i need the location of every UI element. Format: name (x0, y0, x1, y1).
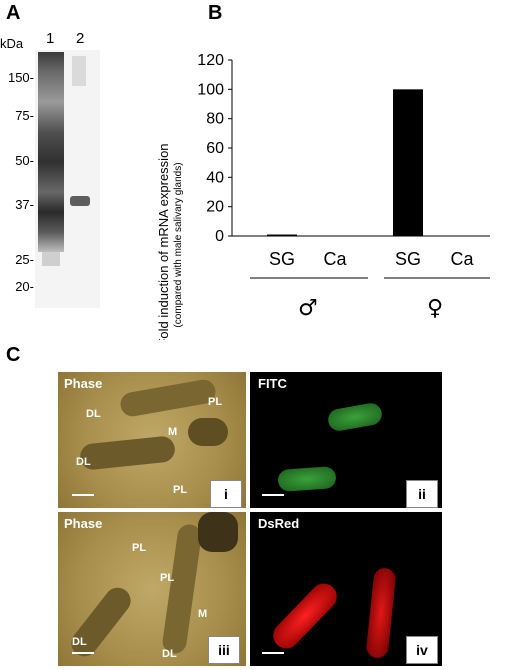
tag-dl: DL (86, 408, 101, 420)
dsred-image-iv: DsRed iv (250, 512, 442, 666)
fitc-image-ii: FITC ii (250, 372, 442, 508)
tag-pl: PL (160, 572, 175, 584)
fluorescent-gland (267, 578, 343, 654)
gland-shape (118, 377, 218, 419)
bar-chart: Fold induction of mRNA expression (compa… (156, 52, 490, 340)
image-index: ii (406, 480, 438, 508)
marker-50: 50- (15, 153, 34, 168)
y-axis-sublabel: (compared with male salivary glands) (173, 162, 184, 327)
tag-dl: DL (72, 636, 87, 648)
image-label: DsRed (258, 516, 300, 531)
marker-150: 150- (7, 70, 34, 85)
gland-shape (78, 435, 177, 471)
gel-lane-1-tail (42, 252, 60, 266)
bar (267, 234, 297, 236)
marker-25: 25- (15, 252, 34, 267)
image-index: iii (208, 636, 240, 664)
tag-pl: PL (132, 542, 147, 554)
tag-m: M (168, 426, 178, 438)
scale-bar (262, 494, 284, 496)
phase-image-i: Phase DL PL M DL PL i (58, 372, 246, 508)
tag-dl: DL (162, 648, 177, 660)
gland-shape (161, 522, 203, 656)
tag-pl: PL (173, 484, 188, 496)
scale-bar (72, 652, 94, 654)
category-label: SG (395, 249, 421, 269)
image-index: i (210, 480, 242, 508)
y-tick-label: 0 (215, 228, 224, 245)
group-label-male: ♂ (298, 296, 318, 321)
fluorescent-gland (365, 567, 397, 659)
bar (393, 89, 423, 236)
kda-label: kDa (0, 36, 24, 51)
panel-b-letter: B (208, 2, 223, 24)
fluorescent-gland (277, 466, 337, 492)
gel-lane-2-smear (72, 56, 86, 86)
y-axis-label: Fold induction of mRNA expression (156, 143, 171, 340)
image-label: FITC (258, 376, 287, 391)
scale-bar (262, 652, 284, 654)
tag-dl: DL (76, 456, 91, 468)
y-tick-label: 80 (206, 111, 224, 128)
tag-pl: PL (208, 396, 223, 408)
image-label: Phase (64, 516, 103, 531)
gland-shape (66, 582, 136, 662)
image-index: iv (406, 636, 438, 664)
y-tick-label: 100 (197, 81, 224, 98)
y-tick-label: 60 (206, 140, 224, 157)
panel-a-letter: A (6, 2, 21, 24)
panel-c-letter: C (6, 344, 21, 366)
gel-lane-1 (38, 52, 64, 252)
lane-label-2: 2 (76, 30, 85, 47)
gland-shape (188, 418, 228, 446)
marker-37: 37- (15, 197, 34, 212)
image-label: Phase (64, 376, 103, 391)
category-label: Ca (450, 249, 474, 269)
group-label-female: ♀ (427, 296, 443, 321)
tag-m: M (198, 608, 208, 620)
category-label: SG (269, 249, 295, 269)
phase-image-iii: Phase PL PL M DL DL iii (58, 512, 246, 666)
fluorescent-gland (326, 401, 384, 433)
lane-label-1: 1 (46, 30, 55, 47)
y-tick-label: 120 (197, 52, 224, 69)
gland-shape (198, 512, 238, 552)
gel-lane-2-band (70, 196, 90, 206)
y-tick-label: 20 (206, 199, 224, 216)
y-tick-label: 40 (206, 169, 224, 186)
scale-bar (72, 494, 94, 496)
category-label: Ca (323, 249, 347, 269)
marker-20: 20- (15, 279, 34, 294)
marker-75: 75- (15, 108, 34, 123)
